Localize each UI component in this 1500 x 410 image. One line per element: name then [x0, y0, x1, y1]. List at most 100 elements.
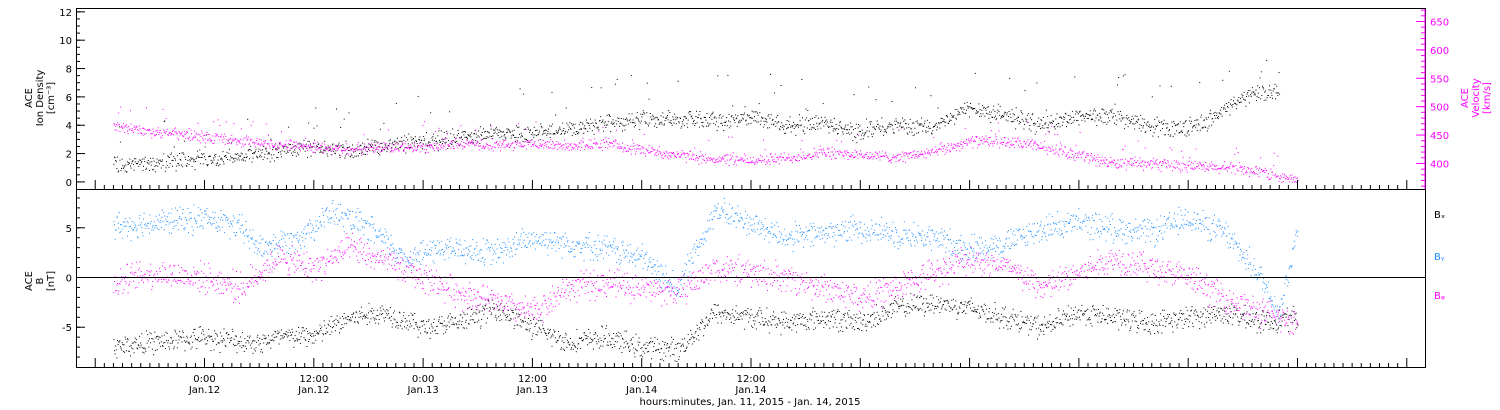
velocity-series-point	[533, 143, 535, 145]
velocity-series-point	[445, 143, 446, 145]
velocity-series-point	[1288, 178, 1289, 180]
velocity-series-point	[954, 148, 956, 149]
velocity-series-point	[642, 147, 644, 149]
velocity-series-point	[1267, 173, 1269, 175]
density-series-point	[1240, 97, 1242, 99]
velocity-series-point	[683, 152, 685, 154]
density-series-point	[925, 130, 927, 132]
density-series-point	[835, 129, 837, 131]
velocity-series-point	[559, 143, 561, 145]
velocity-series-point	[322, 151, 324, 153]
velocity-series-point	[476, 143, 478, 144]
density-series-point	[1214, 115, 1215, 116]
density-series-point	[958, 113, 960, 115]
bx-series-point	[671, 336, 673, 338]
density-series-point	[401, 141, 403, 143]
bx-series-point	[423, 320, 425, 322]
density-series-point	[1164, 134, 1166, 136]
density-series-point	[1259, 77, 1261, 79]
density-series-point	[151, 169, 153, 171]
velocity-series-point	[1187, 164, 1189, 166]
velocity-series-point	[364, 147, 366, 149]
velocity-series-point	[1032, 144, 1034, 146]
velocity-series-point	[1280, 175, 1282, 177]
bx-series-point	[231, 328, 233, 330]
density-series-point	[222, 151, 224, 153]
velocity-series-point	[405, 141, 407, 143]
bx-series-point	[211, 338, 213, 340]
bx-series-point	[247, 340, 249, 342]
bx-series-point	[327, 323, 329, 325]
density-series-point	[1140, 130, 1142, 132]
bx-series-point	[129, 345, 131, 347]
velocity-series-point	[759, 154, 761, 156]
velocity-series-point	[1077, 155, 1079, 157]
bx-series-point	[683, 345, 684, 347]
bx-series-point	[382, 313, 384, 314]
velocity-series-point	[579, 142, 581, 144]
density-series-point	[623, 125, 625, 127]
velocity-series-point	[209, 139, 211, 141]
bx-series-point	[118, 341, 120, 343]
velocity-series-point	[258, 143, 260, 145]
velocity-series-point	[1179, 163, 1181, 165]
velocity-series-point	[1207, 168, 1209, 170]
bx-series-point	[475, 312, 477, 314]
velocity-series-point	[234, 139, 236, 141]
bx-series-point	[451, 324, 453, 326]
bx-series-point	[390, 320, 392, 322]
velocity-series-point	[736, 156, 738, 158]
density-series-point	[187, 159, 189, 161]
density-series-point	[389, 142, 391, 144]
velocity-series-point	[1235, 147, 1237, 149]
velocity-series-point	[166, 131, 168, 133]
velocity-series-point	[948, 149, 950, 151]
density-series-point	[700, 118, 702, 120]
density-series-point	[1176, 124, 1178, 126]
density-series-point	[826, 119, 828, 121]
density-series-point	[623, 118, 625, 120]
velocity-series-point	[932, 137, 934, 139]
bx-series-point	[578, 343, 580, 345]
density-series-point	[597, 126, 599, 128]
velocity-series-point	[199, 142, 201, 144]
velocity-series-point	[168, 132, 170, 134]
bx-series-point	[308, 339, 310, 340]
velocity-series-point	[1183, 163, 1185, 165]
bx-series-point	[281, 337, 283, 339]
bx-series-point	[378, 319, 380, 320]
bx-series-point	[387, 310, 389, 312]
bx-series-point	[278, 332, 279, 334]
velocity-series-point	[867, 158, 869, 159]
bx-series-point	[254, 350, 256, 352]
bx-series-point	[563, 342, 565, 344]
density-series-point	[997, 103, 999, 105]
density-series-point	[314, 152, 316, 154]
density-series-point	[701, 125, 703, 127]
velocity-series-point	[201, 130, 203, 132]
velocity-series-point	[687, 155, 689, 157]
velocity-series-point	[1067, 151, 1069, 153]
velocity-series-point	[502, 143, 504, 145]
velocity-series-point	[240, 138, 242, 140]
density-series-point	[954, 123, 956, 125]
bx-series-point	[189, 343, 191, 345]
density-series-point	[939, 127, 941, 129]
velocity-series-point	[760, 160, 762, 162]
velocity-series-point	[1122, 149, 1124, 151]
velocity-series-point	[800, 148, 802, 150]
density-series-point	[1084, 115, 1086, 117]
velocity-series-point	[1037, 147, 1039, 149]
density-series-point	[261, 152, 263, 154]
velocity-series-point	[525, 129, 527, 130]
density-series-point	[872, 126, 874, 128]
density-series-point	[536, 135, 538, 137]
velocity-series-point	[589, 146, 591, 148]
bx-series-point	[450, 316, 452, 318]
density-series-point	[337, 144, 339, 146]
density-series-point	[851, 126, 853, 128]
density-series-point	[1105, 113, 1107, 115]
velocity-series-point	[303, 145, 305, 147]
velocity-series-point	[659, 153, 661, 155]
velocity-series-point	[970, 139, 972, 141]
